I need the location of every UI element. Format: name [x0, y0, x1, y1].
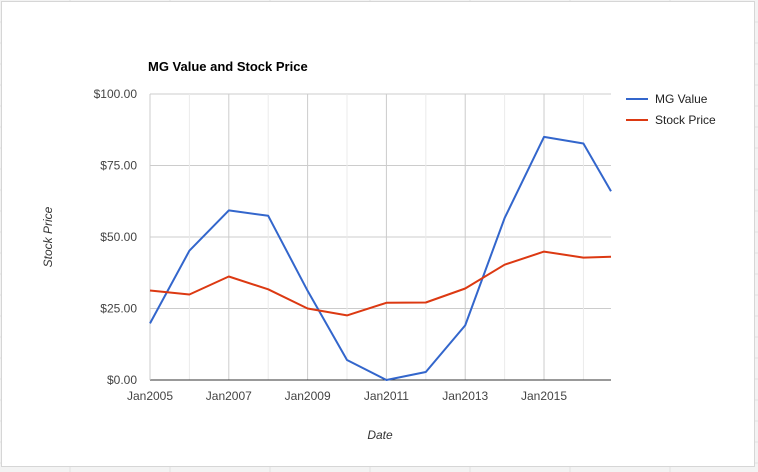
chart-title: MG Value and Stock Price: [148, 59, 308, 74]
y-tick-label: $100.00: [94, 87, 138, 101]
tick-labels: $0.00 $25.00 $50.00 $75.00 $100.00 Jan2005 Jan…: [94, 87, 568, 403]
x-tick-label: Jan2005: [127, 389, 173, 403]
x-tick-label: Jan2015: [521, 389, 567, 403]
gridlines: [150, 93, 611, 380]
legend-item-mg-value[interactable]: MG Value: [626, 92, 708, 106]
series-lines: [149, 135, 612, 381]
legend-label: MG Value: [655, 92, 708, 106]
series-line-stock-price[interactable]: [149, 250, 612, 317]
y-tick-label: $75.00: [100, 159, 137, 173]
x-axis-title: Date: [367, 428, 393, 442]
legend[interactable]: MG Value Stock Price: [626, 92, 716, 127]
x-tick-label: Jan2011: [364, 389, 409, 403]
y-axis-title: Stock Price: [41, 206, 55, 267]
x-tick-label: Jan2009: [285, 389, 331, 403]
y-tick-label: $50.00: [100, 230, 137, 244]
y-tick-label: $25.00: [100, 302, 137, 316]
axes: [149, 94, 611, 381]
x-tick-label: Jan2013: [442, 389, 488, 403]
x-tick-label: Jan2007: [206, 389, 252, 403]
legend-label: Stock Price: [655, 113, 716, 127]
legend-item-stock-price[interactable]: Stock Price: [626, 113, 716, 127]
series-line-mg-value[interactable]: [149, 135, 612, 381]
y-tick-label: $0.00: [107, 373, 137, 387]
